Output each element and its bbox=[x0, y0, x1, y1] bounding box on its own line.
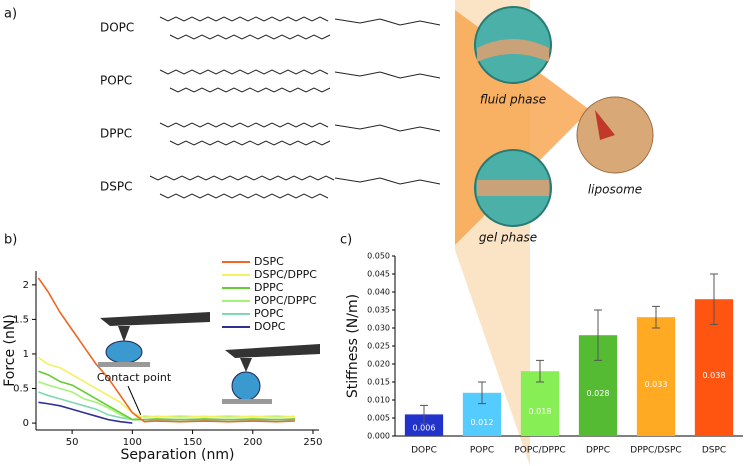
molecule-name: POPC bbox=[100, 74, 132, 88]
y-tick-label: 0 bbox=[23, 418, 29, 429]
value-label: 0.038 bbox=[703, 371, 726, 380]
y-axis-title: Force (nN) bbox=[2, 314, 18, 387]
substrate-icon bbox=[98, 362, 150, 367]
error-bar bbox=[536, 359, 544, 383]
x-tick-label: POPC bbox=[470, 446, 494, 456]
tip-icon bbox=[225, 344, 320, 372]
annotation-arrow bbox=[127, 385, 142, 415]
legend-label: POPC bbox=[254, 307, 284, 320]
value-label: 0.012 bbox=[471, 418, 494, 427]
legend-label: DOPC bbox=[254, 320, 286, 333]
legend-label: POPC/DPPC bbox=[254, 294, 317, 307]
molecule-name: DPPC bbox=[100, 127, 132, 141]
acyl-chain bbox=[149, 175, 335, 181]
acyl-chain bbox=[159, 69, 329, 75]
y-tick-label: 0.020 bbox=[367, 360, 390, 369]
y-tick-label: 0.045 bbox=[367, 270, 390, 279]
y-tick-label: 1 bbox=[23, 349, 29, 360]
x-tick-label: 100 bbox=[123, 437, 142, 448]
liposome-label: liposome bbox=[588, 183, 642, 197]
y-tick-label: 0.035 bbox=[367, 306, 390, 315]
y-tick-label: 0.005 bbox=[367, 414, 390, 423]
fluid-label: fluid phase bbox=[480, 93, 546, 107]
molecule-name: DSPC bbox=[100, 180, 132, 194]
vesicle-icon bbox=[105, 340, 143, 364]
y-tick-label: 0.000 bbox=[367, 432, 390, 441]
x-tick-label: DPPC bbox=[586, 446, 610, 456]
x-tick-label: 150 bbox=[183, 437, 202, 448]
y-tick-label: 0.010 bbox=[367, 396, 390, 405]
fluid-membrane bbox=[477, 39, 549, 62]
acyl-chain bbox=[159, 122, 329, 128]
x-tick-label: 250 bbox=[303, 437, 322, 448]
x-tick-label: DSPC bbox=[702, 446, 726, 456]
y-tick-label: 1.5 bbox=[13, 314, 29, 325]
acyl-chain bbox=[169, 87, 331, 93]
force-curve bbox=[38, 401, 133, 424]
panel-label: c) bbox=[340, 233, 352, 248]
charts: b) 50 100 150 200 250 0 0.5 1 1.5 2 Separation (nm)… bbox=[2, 233, 743, 463]
x-tick-label: POPC/DPPC bbox=[514, 446, 565, 456]
molecule-name: DOPC bbox=[100, 21, 134, 35]
legend-label: DSPC/DPPC bbox=[254, 268, 317, 281]
x-tick-label: DPPC/DSPC bbox=[630, 446, 681, 456]
bar bbox=[404, 414, 444, 436]
bar bbox=[636, 317, 676, 436]
y-tick-label: 2 bbox=[23, 280, 29, 291]
error-bar bbox=[478, 381, 486, 405]
error-bar bbox=[594, 309, 602, 361]
panel-label: a) bbox=[4, 7, 17, 22]
error-bar bbox=[420, 404, 428, 424]
y-tick-label: 0.040 bbox=[367, 288, 390, 297]
y-tick-label: 0.015 bbox=[367, 378, 390, 387]
value-label: 0.028 bbox=[587, 389, 610, 398]
acyl-chain bbox=[169, 140, 331, 146]
value-label: 0.006 bbox=[413, 424, 436, 433]
value-label: 0.018 bbox=[529, 407, 552, 416]
x-tick-label: 200 bbox=[243, 437, 262, 448]
substrate-icon bbox=[222, 399, 272, 404]
panel-label: b) bbox=[4, 233, 17, 248]
force-curve bbox=[38, 370, 295, 421]
liposome-cut bbox=[595, 110, 615, 140]
legend-label: DPPC bbox=[254, 281, 284, 294]
y-tick-label: 0.5 bbox=[13, 384, 29, 395]
force-curve bbox=[37, 277, 295, 423]
y-tick-label: 0.030 bbox=[367, 324, 390, 333]
error-bar bbox=[652, 305, 660, 329]
x-axis-title: Separation (nm) bbox=[120, 447, 234, 463]
head-group bbox=[334, 71, 441, 79]
acyl-chain bbox=[159, 193, 329, 199]
x-tick-label: DOPC bbox=[411, 446, 437, 456]
annotation: Contact point bbox=[97, 371, 172, 384]
value-label: 0.033 bbox=[645, 380, 668, 389]
y-tick-label: 0.050 bbox=[367, 252, 390, 261]
legend-label: DSPC bbox=[254, 255, 284, 268]
acyl-chain bbox=[169, 34, 331, 40]
y-tick-label: 0.025 bbox=[367, 342, 390, 351]
acyl-chain bbox=[159, 16, 329, 22]
vesicle-icon bbox=[231, 371, 261, 401]
head-group bbox=[334, 177, 441, 185]
y-axis-title: Stiffness (N/m) bbox=[345, 294, 361, 398]
gel-label: gel phase bbox=[479, 231, 537, 245]
error-bar bbox=[710, 273, 718, 325]
gel-membrane bbox=[477, 180, 549, 196]
x-tick-label: 50 bbox=[66, 437, 79, 448]
molecules: DOPC POPC DPPC DSPC bbox=[100, 16, 441, 199]
head-group bbox=[334, 18, 441, 26]
head-group bbox=[334, 124, 441, 132]
tip-icon bbox=[100, 312, 210, 342]
